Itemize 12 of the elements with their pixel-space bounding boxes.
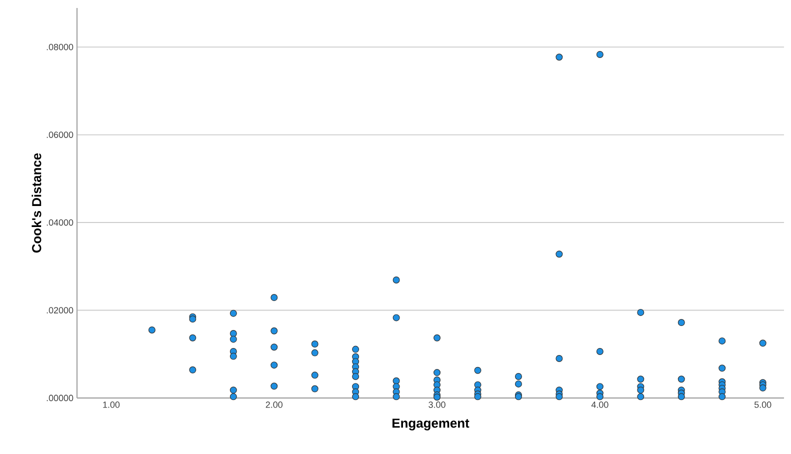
x-tick-label: 4.00 [591, 402, 608, 408]
x-axis-title: Engagement [392, 418, 470, 430]
x-tick-label: 1.00 [103, 402, 120, 408]
y-tick-label: .06000 [46, 132, 74, 138]
y-tick-label: .08000 [46, 44, 74, 50]
y-tick-label: .04000 [46, 219, 74, 226]
x-tick-label: 5.00 [754, 402, 772, 408]
x-tick-label: 3.00 [428, 402, 446, 408]
y-tick-label: .00000 [46, 394, 74, 402]
x-tick-label: 2.00 [266, 402, 282, 408]
y-tick-label: .02000 [46, 307, 74, 314]
y-axis-title: Cook's Distance [32, 153, 42, 253]
